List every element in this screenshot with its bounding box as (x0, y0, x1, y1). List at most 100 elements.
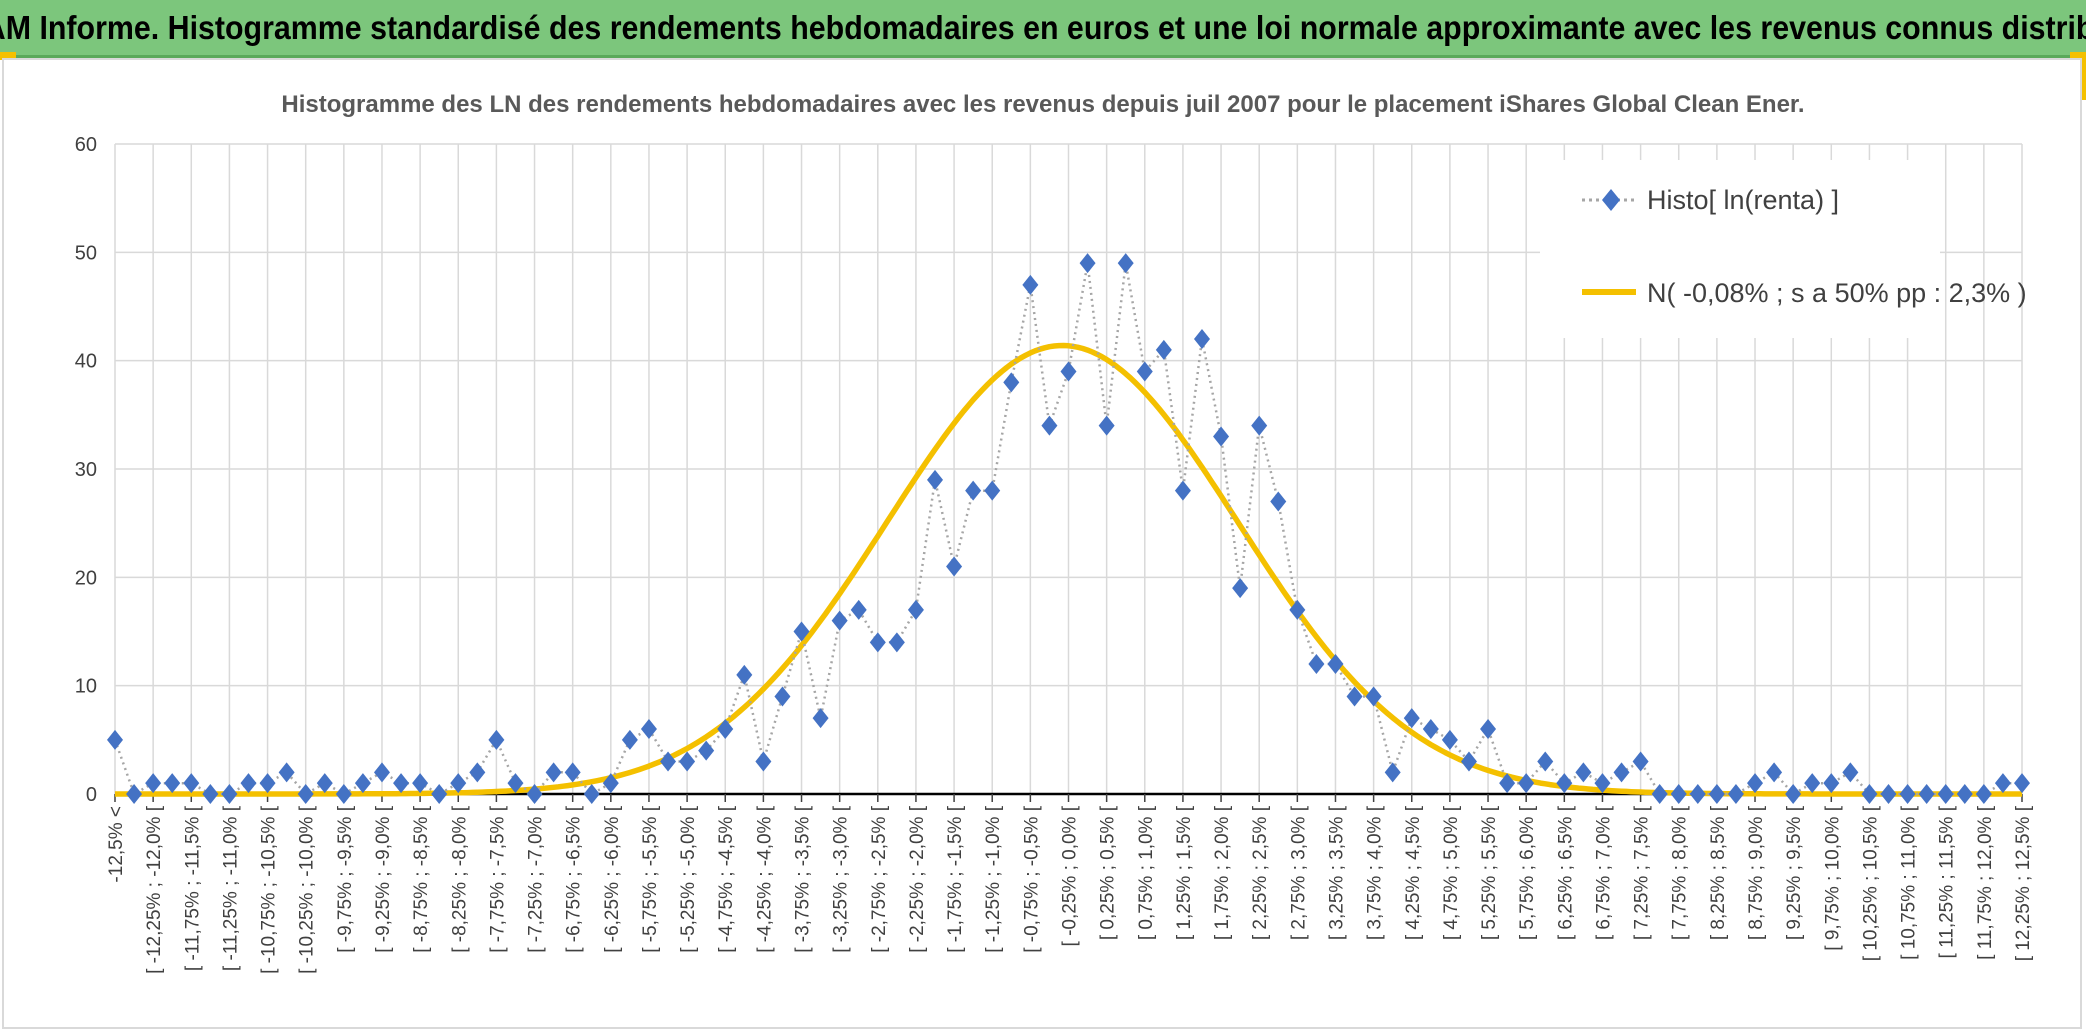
histogram-point (946, 556, 963, 577)
x-tick-label: [ -12,25% ; -12,0% [ (144, 805, 165, 974)
histogram-point (1670, 784, 1687, 804)
histogram-point (450, 773, 467, 794)
histogram-point (1651, 784, 1668, 804)
x-tick-label: [ -1,75% ; -1,5% [ (945, 805, 966, 953)
x-tick-label: [ -5,75% ; -5,5% [ (640, 805, 661, 953)
histogram-point (1480, 719, 1497, 739)
histogram-point (869, 632, 886, 653)
corner-accent-left (0, 52, 16, 60)
histogram-point (1422, 719, 1439, 739)
histogram-point (373, 762, 390, 783)
histogram-point (1766, 762, 1783, 783)
histogram-point (183, 773, 200, 794)
x-axis-ticks: -12,5% < [ -12,25% ; -12,0% [ [ -11,75% ; … (106, 794, 2034, 974)
histogram-point (1403, 708, 1420, 729)
x-tick-label: [ -2,75% ; -2,5% [ (869, 805, 890, 953)
histogram-point (1213, 426, 1230, 447)
x-tick-label: [ 5,25% ; 5,5% [ (1479, 805, 1500, 940)
histogram-point (335, 784, 352, 804)
histogram-point (259, 773, 276, 794)
histogram-point (1918, 784, 1935, 804)
histogram-point (1289, 599, 1306, 620)
histogram-point (1460, 751, 1477, 772)
x-tick-label: [ 1,25% ; 1,5% [ (1174, 805, 1195, 940)
y-tick-label: 0 (86, 784, 97, 806)
histogram-point (1384, 762, 1401, 783)
histogram-point (1842, 762, 1859, 783)
histogram-point (488, 729, 505, 750)
histogram-point (621, 729, 638, 750)
page-title: ADAM Informe. Histogramme standardisé de… (0, 8, 2086, 46)
histogram-point (507, 773, 524, 794)
gridlines (114, 143, 2023, 796)
x-tick-label: -12,5% < (106, 806, 127, 883)
histogram-point (107, 729, 123, 750)
histogram-point (126, 784, 143, 804)
histogram-point (1060, 361, 1077, 382)
x-tick-label: [ 2,25% ; 2,5% [ (1250, 805, 1271, 940)
histogram-point (393, 773, 410, 794)
histogram-point (1003, 372, 1020, 393)
x-tick-label: [ -11,75% ; -11,5% [ (182, 805, 203, 971)
x-tick-label: [ -0,75% ; -0,5% [ (1021, 805, 1042, 953)
histogram-point (1632, 751, 1649, 772)
histogram-point (1041, 415, 1058, 436)
histogram-point (736, 664, 753, 685)
y-tick-label: 30 (75, 459, 97, 481)
histogram-point (583, 784, 600, 804)
x-tick-label: [ -7,25% ; -7,0% [ (526, 805, 547, 953)
histogram-point (1956, 784, 1973, 804)
y-tick-label: 50 (75, 242, 97, 264)
x-tick-label: [ 8,75% ; 9,0% [ (1746, 805, 1767, 940)
histogram-point (1270, 491, 1287, 512)
histogram-point (1022, 274, 1039, 295)
y-tick-label: 10 (75, 676, 97, 698)
histogram-point (927, 469, 944, 490)
histogram-point (1785, 784, 1802, 804)
corner-accent-right (2070, 52, 2086, 60)
x-tick-label: [ 2,75% ; 3,0% [ (1288, 805, 1309, 940)
x-tick-label: [ -2,25% ; -2,0% [ (907, 805, 928, 953)
x-tick-label: [ -6,25% ; -6,0% [ (602, 805, 623, 953)
x-tick-label: [ -4,75% ; -4,5% [ (716, 805, 737, 953)
x-tick-label: [ -9,25% ; -9,0% [ (373, 805, 394, 953)
x-tick-label: [ -3,25% ; -3,0% [ (831, 805, 852, 953)
histogram-point (316, 773, 333, 794)
histogram-point (1823, 773, 1840, 794)
histogram-point (469, 762, 486, 783)
x-tick-label: [ -4,25% ; -4,0% [ (754, 805, 775, 953)
histogram-point (1251, 415, 1268, 436)
histogram-point (278, 762, 295, 783)
y-axis-ticks: 0 10 20 30 40 50 60 (75, 134, 97, 806)
chart-title: Histogramme des LN des rendements hebdom… (281, 91, 1804, 118)
legend-background (1540, 160, 1940, 338)
histogram-point (717, 719, 734, 739)
histogram-point (602, 773, 619, 794)
histogram-point (1708, 784, 1725, 804)
histogram-point (640, 719, 657, 739)
x-tick-label: [ 4,25% ; 4,5% [ (1403, 805, 1424, 940)
histogram-point (1518, 773, 1535, 794)
x-tick-label: [ 0,75% ; 1,0% [ (1136, 805, 1157, 940)
x-tick-label: [ 11,75% ; 12,0% [ (1975, 805, 1996, 960)
histogram-point (1441, 729, 1458, 750)
x-tick-label: [ -3,75% ; -3,5% [ (793, 805, 814, 953)
histogram-point (526, 784, 543, 804)
histogram-point (698, 740, 715, 761)
histogram-point (1575, 762, 1592, 783)
histogram-point (564, 762, 581, 783)
histogram-point (1098, 415, 1115, 436)
histogram-point (831, 610, 848, 631)
histogram-point (907, 599, 924, 620)
chart-series (107, 253, 2030, 804)
histogram-point (145, 773, 162, 794)
histogram-point (1346, 686, 1363, 707)
histogram-point (984, 480, 1001, 501)
histogram-point (1232, 578, 1249, 599)
legend: Histo[ ln(renta) ] N( -0,08% ; s a 50% p… (1540, 160, 2027, 338)
histogram-point (850, 599, 867, 620)
x-tick-label: [ -9,75% ; -9,5% [ (335, 805, 356, 953)
histogram-point (660, 751, 677, 772)
x-tick-label: [ -5,25% ; -5,0% [ (678, 805, 699, 953)
